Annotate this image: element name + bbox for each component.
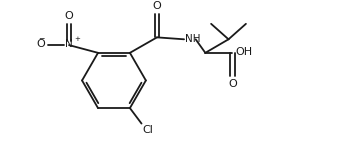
Text: +: + bbox=[74, 36, 80, 42]
Text: O: O bbox=[65, 11, 74, 21]
Text: −: − bbox=[38, 34, 45, 43]
Text: NH: NH bbox=[185, 34, 200, 44]
Text: O: O bbox=[153, 1, 161, 11]
Text: N: N bbox=[65, 39, 73, 49]
Text: O: O bbox=[36, 39, 45, 49]
Text: OH: OH bbox=[235, 47, 252, 57]
Text: O: O bbox=[228, 79, 237, 89]
Text: Cl: Cl bbox=[143, 126, 153, 135]
